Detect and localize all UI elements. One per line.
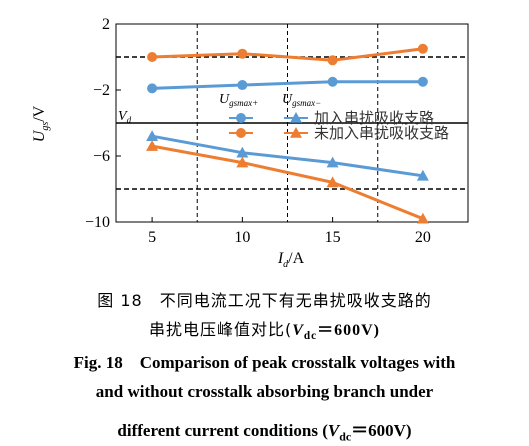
data-point-minus-with-branch (146, 130, 159, 141)
legend-marker-plus-1 (236, 128, 246, 138)
legend-marker-minus-1 (290, 127, 302, 138)
y-tick-label: −2 (93, 82, 110, 99)
data-point-minus-without-branch (416, 212, 429, 224)
caption-en-line3-post: ＝600V) (351, 421, 412, 440)
series-line-plus-without-branch (152, 47, 424, 62)
x-axis-label-sub: d (283, 259, 289, 270)
caption-en-line2: and without crosstalk absorbing branch u… (95, 382, 434, 401)
legend-header-plus-sub: gsmax+ (229, 98, 258, 108)
y-axis-label-sub: gs (40, 122, 51, 131)
x-tick-label: 15 (325, 229, 341, 246)
data-point-plus-with-branch (237, 80, 248, 91)
x-tick-label: 5 (148, 229, 156, 246)
legend-header-minus: Ugsmax− (282, 92, 321, 108)
x-tick-label: 20 (415, 229, 431, 246)
y-tick-label: 2 (102, 16, 110, 33)
data-point-minus-without-branch (326, 176, 339, 188)
series-line-minus-with-branch (151, 134, 424, 178)
caption-en-line1: Fig. 18 Comparison of peak crosstalk vol… (73, 353, 456, 372)
series-line-plus-with-branch (152, 80, 423, 90)
data-point-plus-without-branch (237, 48, 248, 59)
caption-cn-line2-pre: 串扰电压峰值对比( (149, 320, 293, 339)
legend-header-minus-sub: gsmax− (292, 98, 321, 108)
x-axis-label-unit: /A (288, 250, 304, 267)
data-point-plus-with-branch (417, 76, 428, 87)
data-point-plus-without-branch (147, 52, 158, 62)
caption-cn-sub: dc (303, 330, 318, 343)
x-tick-label: 10 (234, 229, 250, 246)
series-plus-without-branch (147, 43, 428, 66)
y-tick-label: −10 (85, 214, 110, 231)
y-tick-labels: 2 −2 −6 −10 (85, 16, 121, 231)
data-point-plus-without-branch (417, 43, 428, 54)
legend-label-1: 未加入串扰吸收支路 (314, 124, 449, 142)
series-plus-with-branch (147, 76, 428, 94)
series-minus-without-branch (146, 140, 429, 224)
caption-en-var: V (327, 421, 340, 440)
reference-label-sub: d (127, 115, 132, 125)
legend-marker-minus-0 (290, 112, 302, 123)
data-point-minus-with-branch (416, 169, 429, 181)
legend-marker-plus-0 (236, 113, 246, 123)
legend-label-0: 加入串扰吸收支路 (314, 109, 434, 127)
y-axis-label-unit: /V (31, 105, 48, 121)
caption-cn-line2-post: ＝600V) (317, 322, 380, 339)
data-point-plus-with-branch (327, 76, 338, 87)
data-point-minus-with-branch (326, 156, 339, 168)
series-line-minus-without-branch (151, 144, 424, 221)
caption-cn-var: V (292, 322, 304, 339)
reference-label-symbol: V (118, 109, 128, 124)
reference-label-vd: Vd (118, 109, 132, 125)
y-axis-label: Ugs/V (31, 105, 51, 142)
data-point-minus-with-branch (236, 146, 249, 158)
x-tick-labels: 5 10 15 20 (148, 217, 431, 246)
series-layer (146, 43, 429, 224)
caption-cn-line1: 图 18 不同电流工况下有无串扰吸收支路的 (97, 291, 432, 310)
caption-cn-line2: 串扰电压峰值对比(Vdc＝600V) (0, 316, 529, 342)
caption-en-line3-pre: different current conditions ( (117, 421, 328, 440)
x-axis-label-symbol: I (277, 250, 284, 267)
data-point-minus-without-branch (236, 156, 249, 168)
y-tick-label: −6 (93, 148, 110, 165)
data-point-plus-without-branch (327, 55, 338, 66)
data-point-minus-without-branch (146, 140, 159, 151)
legend-header-minus-symbol: U (282, 92, 293, 107)
legend-header-plus: Ugsmax+ (219, 92, 258, 108)
caption-en-line3: different current conditions (Vdc＝600V) (0, 416, 529, 444)
series-minus-with-branch (146, 130, 429, 181)
y-axis-label-symbol: U (31, 129, 48, 142)
x-axis-label: Id/A (277, 250, 305, 270)
caption-en-sub: dc (339, 429, 352, 444)
data-point-plus-with-branch (147, 83, 158, 94)
legend-header-plus-symbol: U (219, 92, 230, 107)
